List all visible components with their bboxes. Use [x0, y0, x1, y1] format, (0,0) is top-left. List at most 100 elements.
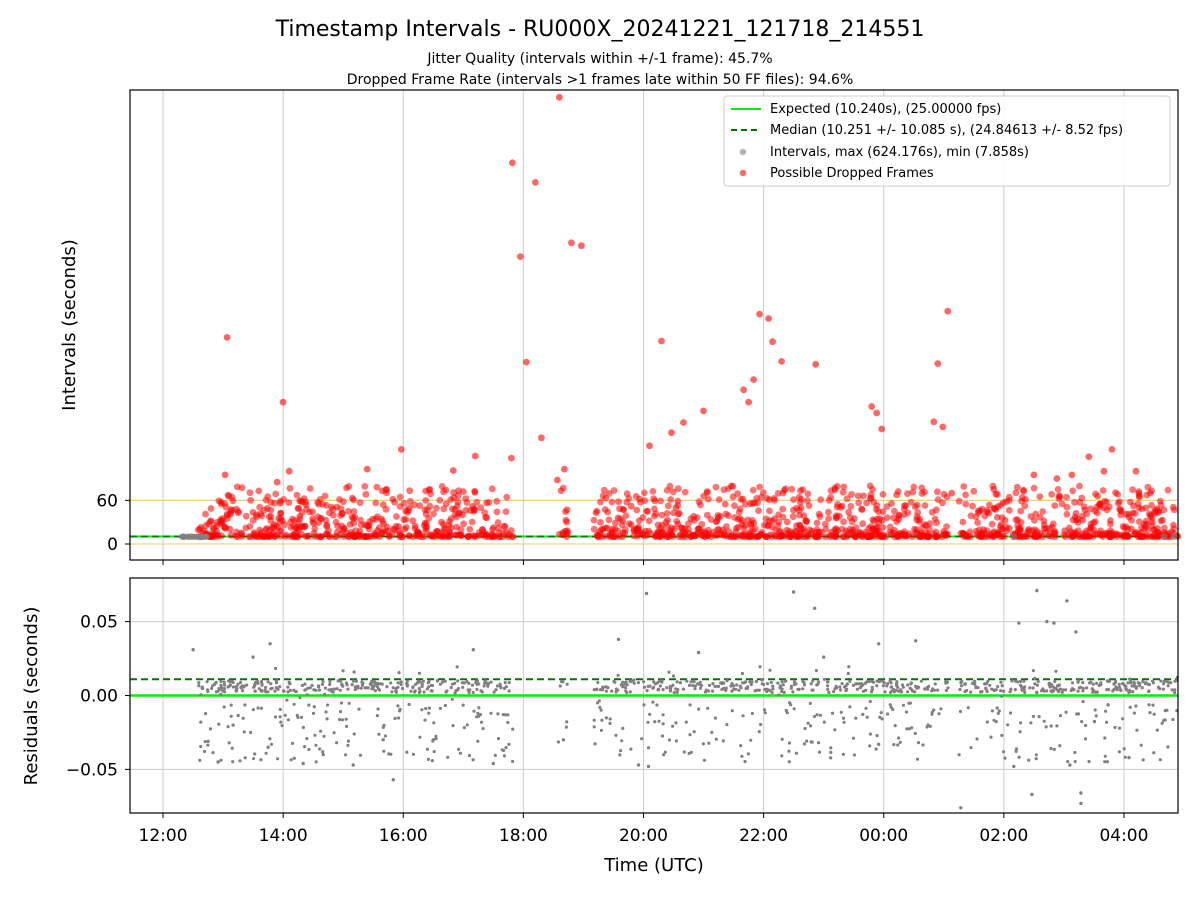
residual-point	[945, 680, 950, 684]
dropped-frame-point	[943, 523, 950, 530]
residual-point	[432, 750, 436, 754]
residual-point	[471, 758, 475, 762]
residual-point	[921, 743, 925, 747]
dropped-frame-point	[607, 533, 614, 540]
dropped-frame-point	[827, 487, 835, 495]
residual-point	[491, 761, 495, 766]
residual-point	[411, 752, 415, 756]
dropped-frame-point	[760, 489, 767, 497]
dropped-frame-point	[756, 483, 764, 491]
residual-point	[944, 688, 949, 693]
dropped-frame-point	[990, 486, 998, 493]
residual-point	[556, 740, 561, 744]
residual-point	[596, 680, 600, 685]
residual-point	[780, 690, 784, 694]
residual-point	[628, 690, 632, 694]
dropped-frame-point	[1020, 487, 1028, 495]
x-tick-label: 02:00	[979, 826, 1028, 846]
residual-point	[932, 708, 936, 712]
dropped-frame-point	[729, 482, 737, 490]
residual-point	[216, 760, 220, 764]
residual-point	[1014, 749, 1018, 754]
dropped-frame-point	[1053, 475, 1061, 482]
dropped-frame-point	[347, 528, 355, 536]
dropped-frame-point	[745, 398, 752, 406]
residual-point	[323, 686, 327, 690]
residual-point	[510, 759, 515, 764]
dropped-frame-point	[789, 513, 797, 521]
residual-point	[435, 679, 439, 683]
dropped-frame-point	[817, 496, 825, 504]
dropped-frame-point	[934, 488, 941, 496]
dropped-frame-point	[315, 519, 323, 526]
residual-point	[456, 679, 460, 683]
dropped-frame-point	[651, 505, 658, 513]
dropped-frame-point	[860, 492, 867, 500]
residual-point	[477, 682, 481, 686]
residual-point	[243, 703, 247, 707]
dropped-frame-point	[925, 533, 933, 541]
dropped-frame-point	[1150, 531, 1158, 539]
residual-point	[249, 730, 253, 735]
dropped-frame-point	[483, 499, 490, 507]
residual-point	[1089, 680, 1093, 684]
residual-point	[1055, 688, 1060, 692]
residual-point	[1056, 684, 1060, 688]
residual-point	[822, 655, 826, 659]
dropped-frame-point	[499, 533, 506, 541]
dropped-frame-point	[625, 495, 633, 502]
residual-point	[565, 720, 569, 724]
dropped-frame-point	[793, 504, 801, 512]
residual-point	[197, 684, 201, 688]
residual-point	[696, 650, 701, 655]
residual-point	[252, 685, 256, 689]
residual-point	[992, 688, 996, 693]
residual-point	[701, 742, 706, 746]
residual-point	[645, 689, 649, 693]
residual-point	[276, 757, 280, 761]
residual-point	[1018, 679, 1023, 684]
residual-point	[661, 688, 665, 692]
dropped-frame-point	[875, 508, 882, 515]
dropped-frame-point	[468, 518, 476, 526]
dropped-frame-point	[563, 518, 571, 526]
residual-point	[357, 707, 361, 711]
residual-point	[394, 686, 398, 691]
dropped-frame-point	[1012, 489, 1020, 497]
dropped-frame-point	[930, 418, 938, 426]
residual-point	[476, 711, 480, 715]
residual-point	[822, 720, 826, 724]
dropped-frame-point	[873, 409, 881, 417]
residual-point	[1118, 726, 1122, 730]
residual-point	[492, 690, 496, 694]
dropped-frame-point	[662, 518, 670, 526]
dropped-frame-point	[769, 338, 776, 346]
dropped-frame-point	[677, 524, 685, 531]
residual-point	[231, 760, 235, 764]
residual-point	[1129, 679, 1133, 684]
dropped-frame-point	[844, 529, 851, 537]
residual-point	[321, 752, 325, 757]
residual-point	[376, 687, 380, 691]
dropped-frame-point	[1087, 505, 1094, 513]
dropped-frame-point	[238, 484, 246, 492]
residual-point	[877, 742, 881, 746]
residual-point	[479, 689, 483, 693]
residual-point	[1045, 689, 1049, 693]
dropped-frame-point	[285, 467, 293, 475]
dropped-frame-point	[281, 521, 288, 529]
residual-point	[792, 680, 797, 684]
residual-point	[1125, 688, 1129, 692]
residual-point	[687, 683, 692, 688]
residual-point	[486, 684, 490, 688]
dropped-frame-point	[1155, 509, 1163, 516]
dropped-frame-point	[1113, 533, 1121, 541]
residual-point	[1103, 754, 1107, 758]
dropped-frame-point	[669, 488, 677, 496]
dropped-frame-point	[944, 307, 952, 315]
residual-point	[354, 679, 358, 683]
residual-point	[600, 718, 604, 722]
residual-point	[809, 682, 813, 686]
dropped-frame-point	[267, 513, 275, 520]
dropped-frame-point	[840, 518, 847, 526]
